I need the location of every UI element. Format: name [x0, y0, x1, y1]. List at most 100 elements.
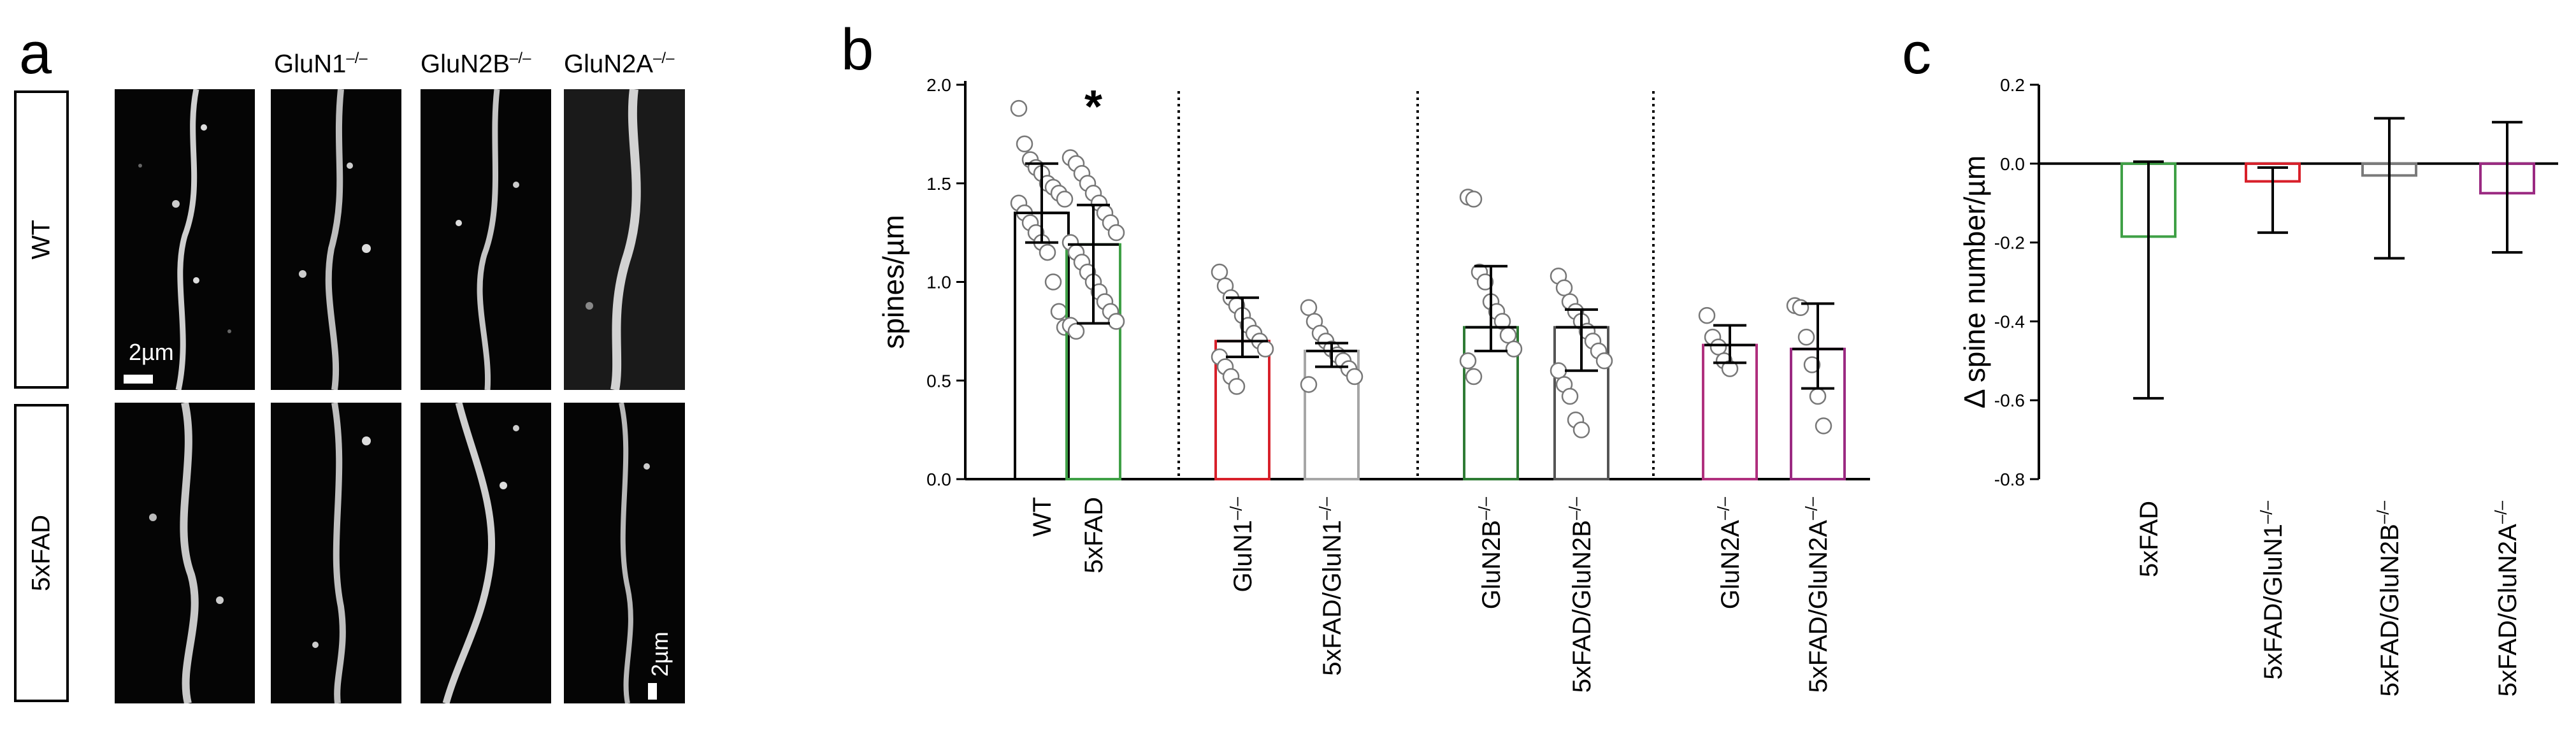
chart-b-point-5-11 [1561, 387, 1579, 405]
chart-b-ytick-label-1: 0.5 [926, 371, 951, 391]
chart-b-category-label-4-base: GluN2B [1478, 520, 1506, 609]
chart-b-point-5-9 [1550, 362, 1567, 380]
micrograph-5xfad-glun1 [271, 403, 401, 703]
chart-c-category-label-3-base: 5xFAD/GluN2A [2494, 524, 2522, 697]
micrograph-5xfad-glun2a: 2µm [564, 403, 685, 703]
chart-b-category-label-3-sup: –/– [1316, 496, 1335, 520]
chart-b-point-4-1 [1465, 191, 1483, 208]
chart-b-point-5-13 [1572, 421, 1590, 438]
chart-c-category-label-1-base: 5xFAD/GluN1 [2259, 524, 2287, 680]
chart-b-category-label-5-sup: –/– [1565, 496, 1585, 520]
micrograph-wt-glun2b [421, 89, 551, 390]
row-label-5xfad: 5xFAD [14, 404, 69, 702]
chart-b-point-0-1 [1016, 135, 1033, 153]
chart-b-category-label-5: 5xFAD/GluN2B–/– [1565, 496, 1596, 693]
column-header-glun1-base: GluN1 [274, 50, 347, 78]
chart-b-point-4-3 [1476, 273, 1494, 291]
chart-b-point-2-8 [1256, 340, 1274, 357]
chart-b-ytick-label-3: 1.5 [926, 174, 951, 194]
chart-b-category-label-6: GluN2A–/– [1714, 496, 1745, 609]
chart-c-ytick-label-0: 0.2 [2000, 75, 2025, 95]
chart-b-category-label-4: GluN2B–/– [1475, 496, 1506, 609]
scale-bar-top-label: 2µm [129, 339, 174, 365]
column-header-glun2a-base: GluN2A [564, 50, 654, 78]
panel-b-letter: b [841, 17, 874, 82]
chart-b-point-5-8 [1595, 352, 1613, 370]
chart-b-category-label-5-base: 5xFAD/GluN2B [1568, 520, 1596, 693]
chart-c-category-label-0: 5xFAD [2135, 501, 2163, 577]
chart-c-ytick-label-3: -0.4 [1994, 312, 2025, 331]
chart-b-category-label-6-sup: –/– [1714, 496, 1733, 520]
chart-b-point-4-9 [1459, 352, 1477, 370]
chart-c-ytick-label-1: 0.0 [2000, 154, 2025, 174]
chart-b-category-label-4-sup: –/– [1475, 496, 1494, 520]
column-header-glun2b: GluN2B–/– [421, 50, 531, 78]
micrograph-wt-glun2a [564, 89, 685, 390]
chart-c-ytick-label-2: -0.2 [1994, 233, 2025, 253]
chart-b-category-label-6-base: GluN2A [1716, 520, 1745, 609]
chart-b-category-label-7: 5xFAD/GluN2A–/– [1802, 496, 1832, 693]
chart-b-point-0-16 [1050, 303, 1068, 320]
chart-b-point-2-0 [1211, 263, 1228, 281]
column-header-glun2a-sup: –/– [653, 50, 675, 67]
chart-b-category-label-7-base: 5xFAD/GluN2A [1804, 520, 1832, 693]
column-header-glun2b-base: GluN2B [421, 50, 510, 78]
chart-b-point-3-8 [1346, 368, 1364, 385]
chart-b-point-2-12 [1228, 378, 1246, 395]
chart-c-category-label-1-sup: –/– [2257, 500, 2276, 524]
chart-c-ylabel: Δ spine number/µm [1958, 155, 1991, 408]
chart-b-category-label-2-sup: –/– [1227, 496, 1246, 520]
chart-b-ytick-label-4: 2.0 [926, 75, 951, 95]
chart-b-ytick-label-2: 1.0 [926, 273, 951, 292]
scale-bar-bottom [648, 683, 657, 700]
chart-c-category-label-2: 5xFAD/GluN2B–/– [2373, 500, 2404, 696]
chart-b-category-label-3: 5xFAD/GluN1–/– [1316, 496, 1346, 675]
chart-b-point-0-0 [1010, 99, 1028, 117]
chart-b-point-7-3 [1803, 356, 1821, 373]
chart-b-point-7-4 [1809, 387, 1827, 405]
chart-b-ylabel: spines/µm [877, 215, 910, 349]
chart-b-point-6-2 [1709, 338, 1727, 356]
chart-b-point-0-8 [1056, 191, 1074, 208]
micrograph-wt-wildtype: 2µm [115, 89, 255, 390]
chart-c-category-label-3: 5xFAD/GluN2A–/– [2491, 500, 2522, 696]
chart-b-category-label-2: GluN1–/– [1227, 496, 1257, 592]
chart-b-category-label-0: WT [1028, 497, 1056, 536]
micrograph-5xfad-glun2b [421, 403, 551, 703]
column-header-glun1-sup: –/– [346, 50, 368, 67]
chart-b-point-4-7 [1499, 326, 1517, 344]
chart-b-category-label-7-sup: –/– [1802, 496, 1821, 520]
chart-b-point-1-19 [1067, 322, 1085, 340]
row-label-wt: WT [14, 90, 69, 389]
chart-c-ytick-label-5: -0.8 [1994, 470, 2025, 489]
chart-c-category-label-2-base: 5xFAD/GluN2B [2376, 524, 2404, 696]
chart-b-category-label-1: 5xFAD [1080, 497, 1108, 573]
chart-b-point-0-14 [1039, 243, 1056, 261]
chart-b-significance-0: * [1084, 82, 1102, 133]
chart-b-point-1-17 [1107, 313, 1125, 330]
chart-b-point-3-0 [1300, 299, 1318, 316]
micrograph-wt-glun1 [271, 89, 401, 390]
chart-b-point-1-8 [1107, 224, 1125, 241]
chart-b-point-4-8 [1505, 340, 1523, 357]
panel-c-letter: c [1902, 21, 1931, 86]
panel-a-letter: a [19, 21, 52, 86]
column-header-glun2a: GluN2A–/– [564, 50, 674, 78]
chart-b-point-0-15 [1044, 273, 1062, 291]
column-header-glun1: GluN1–/– [274, 50, 368, 78]
micrograph-5xfad-wildtype [115, 403, 255, 703]
chart-c-category-label-2-sup: –/– [2373, 500, 2393, 524]
chart-c-category-label-1: 5xFAD/GluN1–/– [2257, 500, 2287, 679]
chart-b-point-6-0 [1698, 306, 1716, 324]
chart-b-point-5-1 [1555, 279, 1573, 297]
chart-b-category-label-3-base: 5xFAD/GluN1 [1318, 520, 1346, 676]
chart-b-point-3-9 [1300, 376, 1318, 393]
chart-b-point-7-5 [1815, 417, 1832, 435]
chart-c-category-label-3-sup: –/– [2491, 500, 2510, 524]
chart-c-ytick-label-4: -0.6 [1994, 391, 2025, 410]
chart-b-point-7-2 [1797, 328, 1815, 346]
chart-b-ytick-label-0: 0.0 [926, 470, 951, 489]
chart-b-category-label-2-base: GluN1 [1229, 520, 1257, 592]
chart-b-point-7-1 [1792, 299, 1810, 316]
